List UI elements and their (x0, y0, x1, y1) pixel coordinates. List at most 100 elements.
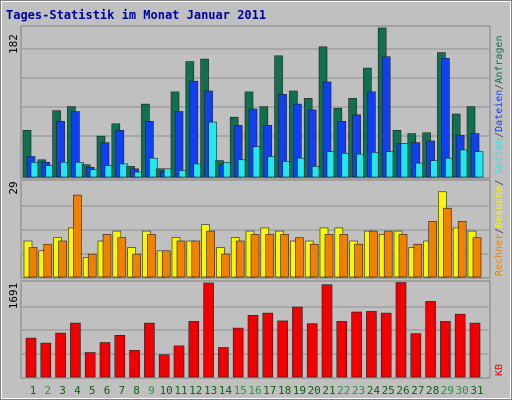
bar-kb-day-30 (454, 313, 466, 378)
day-label: 23 (352, 384, 365, 397)
bar-rechner-day-14 (221, 253, 230, 278)
bar-kb-day-4 (70, 322, 81, 378)
bar-dateien-day-11 (174, 111, 184, 178)
legend-seiten: Seiten (494, 138, 505, 174)
day-label: 21 (322, 384, 335, 397)
day-label: 17 (263, 384, 276, 397)
bar-kb-day-2 (40, 342, 52, 378)
day-label: 12 (189, 384, 202, 397)
day-label: 5 (89, 384, 96, 397)
bar-rechner-day-19 (295, 237, 304, 278)
bar-kb-day-20 (306, 323, 318, 378)
visits-ymax-label: 29 (7, 181, 20, 194)
bar-rechner-day-16 (250, 234, 260, 278)
requests-ymax-label: 182 (7, 34, 20, 54)
bar-rechner-day-24 (369, 230, 378, 278)
legend-anfragen: Anfragen (494, 35, 505, 83)
bar-seiten-day-13 (208, 121, 217, 178)
bar-rechner-day-2 (43, 243, 53, 278)
bar-rechner-day-7 (117, 237, 127, 278)
day-label: 22 (337, 384, 350, 397)
day-label: 19 (293, 384, 306, 397)
day-label: 3 (59, 384, 66, 397)
bar-rechner-day-25 (383, 230, 393, 278)
bar-kb-day-19 (292, 306, 303, 378)
day-label: 4 (74, 384, 81, 397)
bar-dateien-day-12 (189, 80, 199, 178)
bar-kb-day-3 (55, 332, 66, 378)
day-label: 1 (30, 384, 37, 397)
bar-rechner-day-20 (309, 243, 319, 278)
day-label: 27 (411, 384, 424, 397)
bar-kb-day-1 (25, 337, 37, 378)
bar-kb-day-9 (144, 322, 155, 378)
bars (22, 27, 484, 378)
bar-kb-day-29 (440, 321, 451, 378)
chart-title: Tages-Statistik im Monat Januar 2011 (6, 8, 266, 22)
kb-ymax-label: 1691 (7, 283, 20, 310)
bar-rechner-day-30 (457, 221, 467, 278)
bar-rechner-day-12 (191, 240, 201, 278)
bar-rechner-day-3 (58, 240, 67, 278)
day-label: 7 (118, 384, 125, 397)
day-label: 28 (426, 384, 439, 397)
bar-kb-day-10 (158, 354, 170, 378)
bar-kb-day-26 (395, 282, 407, 378)
day-label: 29 (441, 384, 454, 397)
day-label: 15 (234, 384, 247, 397)
legend-rechner: Rechner (494, 234, 505, 276)
bar-kb-day-22 (336, 321, 348, 378)
day-label: 30 (456, 384, 469, 397)
bar-kb-day-28 (425, 301, 436, 378)
day-label: 13 (204, 384, 217, 397)
bar-kb-day-21 (321, 284, 333, 378)
bar-rechner-day-26 (398, 234, 408, 278)
bar-kb-day-5 (84, 352, 96, 378)
bar-kb-day-25 (380, 312, 392, 378)
day-label: 16 (248, 384, 261, 397)
day-label: 11 (174, 384, 187, 397)
bar-rechner-day-13 (206, 230, 215, 278)
day-label: 31 (470, 384, 483, 397)
day-label: 8 (133, 384, 140, 397)
bar-kb-day-13 (203, 282, 214, 378)
day-label: 14 (219, 384, 233, 397)
bar-rechner-day-4 (73, 194, 82, 278)
bar-rechner-day-5 (87, 253, 97, 278)
bar-rechner-day-22 (339, 234, 349, 278)
bar-kb-day-15 (232, 327, 244, 378)
bar-kb-day-6 (99, 342, 111, 378)
bar-rechner-day-17 (265, 234, 275, 278)
bar-kb-day-14 (218, 347, 229, 378)
day-label: 10 (160, 384, 173, 397)
bar-rechner-day-31 (472, 237, 482, 278)
day-label: 6 (104, 384, 111, 397)
bar-rechner-day-18 (280, 234, 289, 278)
bar-rechner-day-21 (324, 234, 334, 278)
bar-kb-day-8 (129, 349, 140, 378)
bar-kb-day-12 (188, 321, 200, 378)
bar-rechner-day-23 (354, 243, 363, 278)
bar-kb-day-7 (114, 334, 126, 378)
bar-kb-day-17 (262, 312, 274, 378)
bar-rechner-day-29 (443, 207, 452, 278)
bar-rechner-day-11 (176, 240, 186, 278)
bar-rechner-day-1 (28, 247, 38, 278)
bar-kb-day-31 (469, 322, 481, 378)
day-label: 26 (396, 384, 409, 397)
bar-kb-day-16 (247, 314, 259, 378)
bar-rechner-day-6 (102, 234, 112, 278)
day-label: 9 (148, 384, 155, 397)
bar-rechner-day-15 (235, 240, 245, 278)
bar-kb-day-18 (277, 320, 288, 378)
bar-kb-day-27 (410, 333, 422, 378)
visits-legend: Rechner/Besuche/ (494, 180, 505, 276)
bar-kb-day-23 (351, 311, 362, 378)
bar-rechner-day-28 (428, 221, 437, 278)
bar-rechner-day-8 (132, 253, 141, 278)
day-label: 2 (44, 384, 51, 397)
day-label: 20 (308, 384, 321, 397)
